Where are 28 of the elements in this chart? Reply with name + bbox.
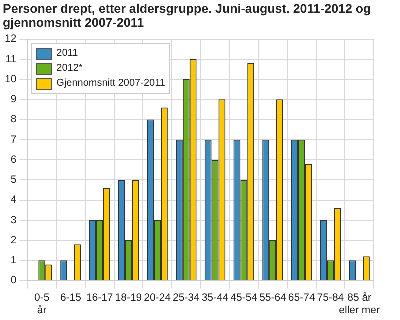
x-tick-label: 25-34 [172,292,200,304]
legend-label: 2011 [56,48,78,60]
y-tick-label: 1 [10,254,17,267]
y-tick-label: 9 [10,94,17,106]
x-tick-label: 45-54 [230,292,258,304]
y-tick-label: 5 [10,174,17,186]
x-tick-label: 55-64 [260,292,287,304]
legend-label: Gjennomsnitt 2007-2011 [56,78,166,90]
y-tick-label: 12 [4,33,17,46]
x-tick-label: 16-17 [86,292,114,304]
y-tick-label: 7 [10,134,17,146]
legend-label: 2012* [56,63,83,74]
x-tick-label: 18-19 [115,292,142,304]
x-tick-label: 0-5 år [34,292,50,317]
x-tick-label: 75-84 [317,292,344,304]
y-tick-label: 6 [10,154,17,166]
x-tick-label: 35-44 [202,292,229,304]
x-tick-label: 6-15 [60,292,82,304]
y-tick-label: 11 [6,53,17,66]
chart-title: Personer drept, etter aldersgruppe. Juni-august. 2011-2012 og gjennomsnitt 2007-2011 [3,2,372,30]
y-tick-label: 0 [10,274,17,287]
y-tick-label: 4 [10,194,17,206]
y-tick-label: 10 [4,73,17,86]
y-tick-label: 2 [10,234,17,246]
y-tick-label: 3 [10,214,17,226]
y-tick-label: 8 [10,114,17,126]
x-tick-label: 65-74 [288,292,316,304]
x-tick-label: 20-24 [144,292,172,304]
